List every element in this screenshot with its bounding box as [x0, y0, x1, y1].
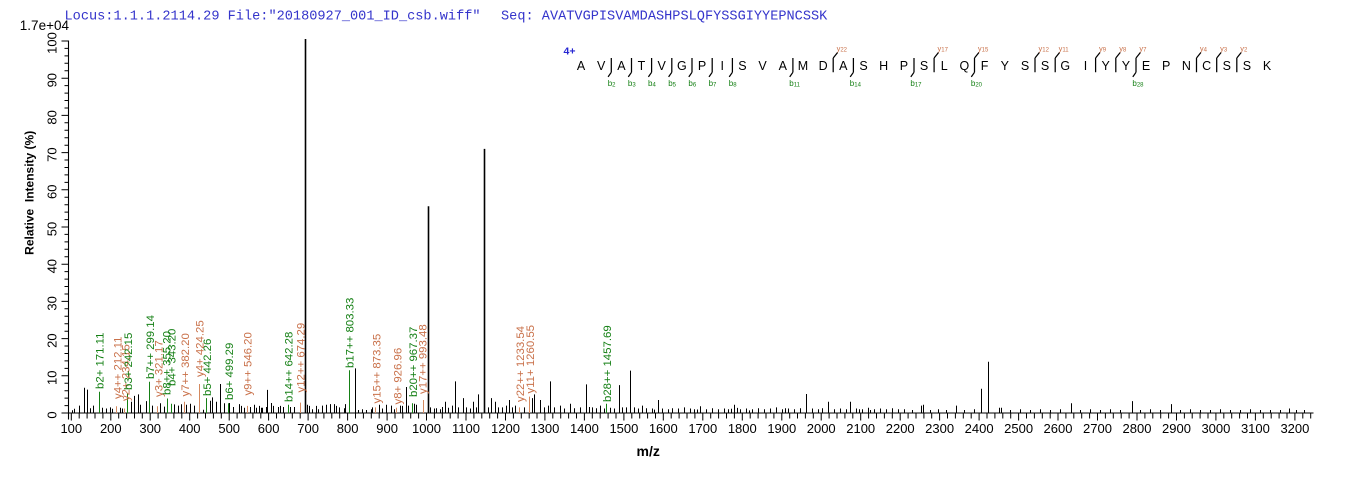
svg-text:2400: 2400 — [965, 421, 994, 436]
svg-text:70: 70 — [45, 147, 60, 161]
svg-text:y8: y8 — [1119, 44, 1127, 54]
svg-text:Locus:1.1.1.2114.29 File:"2018: Locus:1.1.1.2114.29 File:"20180927_001_I… — [65, 10, 481, 25]
svg-text:60: 60 — [45, 185, 60, 199]
svg-text:m/z: m/z — [637, 443, 660, 459]
svg-text:y2: y2 — [1240, 44, 1248, 54]
svg-text:2000: 2000 — [807, 421, 836, 436]
svg-text:90: 90 — [45, 73, 60, 87]
svg-text:2700: 2700 — [1083, 421, 1112, 436]
svg-text:y7++ 382.20: y7++ 382.20 — [180, 333, 192, 396]
svg-text:b8: b8 — [729, 79, 737, 89]
svg-text:300: 300 — [139, 421, 161, 436]
svg-text:y4: y4 — [1200, 44, 1208, 54]
svg-text:100: 100 — [45, 32, 60, 54]
svg-text:b7: b7 — [709, 79, 717, 89]
svg-text:b28: b28 — [1132, 79, 1144, 89]
svg-text:y4++ 212.11: y4++ 212.11 — [112, 337, 124, 400]
svg-text:b6: b6 — [688, 79, 696, 89]
svg-text:b20: b20 — [971, 79, 983, 89]
svg-text:4+: 4+ — [564, 46, 576, 58]
svg-text:y15: y15 — [978, 44, 989, 54]
svg-text:b14++ 642.28: b14++ 642.28 — [284, 332, 296, 402]
svg-text:AVATVGPISVAMDASHPSLQFYSSGIYYEP: AVATVGPISVAMDASHPSLQFYSSGIYYEPNCSSK — [577, 59, 1272, 73]
svg-text:y9: y9 — [1099, 44, 1107, 54]
svg-text:y8+ 926.96: y8+ 926.96 — [392, 348, 404, 405]
svg-text:2800: 2800 — [1123, 421, 1152, 436]
svg-text:b28++ 1457.69: b28++ 1457.69 — [602, 325, 614, 402]
svg-text:b3+ 242.15: b3+ 242.15 — [123, 333, 135, 390]
svg-text:80: 80 — [45, 110, 60, 124]
svg-text:2100: 2100 — [846, 421, 875, 436]
svg-text:40: 40 — [45, 259, 60, 273]
svg-text:3200: 3200 — [1280, 421, 1309, 436]
svg-text:500: 500 — [218, 421, 240, 436]
svg-text:y15++ 873.35: y15++ 873.35 — [371, 334, 383, 404]
svg-text:y17++ 993.48: y17++ 993.48 — [418, 324, 430, 394]
svg-text:y3: y3 — [1220, 44, 1228, 54]
svg-text:b4+ 343.20: b4+ 343.20 — [167, 329, 179, 386]
svg-text:3000: 3000 — [1201, 421, 1230, 436]
svg-text:2300: 2300 — [925, 421, 954, 436]
svg-text:1.7e+04: 1.7e+04 — [20, 18, 70, 33]
svg-text:b2+ 171.11: b2+ 171.11 — [95, 333, 107, 389]
svg-text:b3: b3 — [628, 79, 636, 89]
svg-text:b14: b14 — [850, 79, 862, 89]
svg-text:Seq: AVATVGPISVAMDASHPSLQFYSSG: Seq: AVATVGPISVAMDASHPSLQFYSSGIYYEPNCSSK — [501, 10, 828, 25]
svg-text:2900: 2900 — [1162, 421, 1191, 436]
svg-text:b4: b4 — [648, 79, 656, 89]
svg-text:1700: 1700 — [688, 421, 717, 436]
svg-text:2200: 2200 — [886, 421, 915, 436]
svg-text:1600: 1600 — [649, 421, 678, 436]
svg-text:b8++ 355.20: b8++ 355.20 — [162, 331, 174, 395]
svg-text:2500: 2500 — [1004, 421, 1033, 436]
svg-text:y2+ 234.15: y2+ 234.15 — [120, 344, 132, 401]
svg-text:b17: b17 — [910, 79, 922, 89]
svg-text:1400: 1400 — [570, 421, 599, 436]
svg-text:1200: 1200 — [491, 421, 520, 436]
svg-text:800: 800 — [337, 421, 359, 436]
svg-text:1300: 1300 — [530, 421, 559, 436]
svg-text:y9++ 546.20: y9++ 546.20 — [243, 332, 255, 395]
svg-text:0: 0 — [45, 411, 60, 418]
svg-text:20: 20 — [45, 333, 60, 347]
svg-text:1500: 1500 — [609, 421, 638, 436]
svg-text:b2: b2 — [608, 79, 616, 89]
svg-text:700: 700 — [297, 421, 319, 436]
svg-text:b17++ 803.33: b17++ 803.33 — [345, 298, 357, 368]
svg-text:b7++ 299.14: b7++ 299.14 — [145, 315, 157, 379]
svg-text:1100: 1100 — [452, 421, 480, 436]
svg-text:y3+ 321.17: y3+ 321.17 — [153, 340, 165, 397]
svg-text:y4+ 424.25: y4+ 424.25 — [195, 320, 207, 377]
svg-text:y22++ 1233.54: y22++ 1233.54 — [515, 326, 527, 402]
svg-text:b11: b11 — [789, 79, 800, 89]
svg-text:10: 10 — [45, 371, 60, 385]
svg-text:b5: b5 — [668, 79, 676, 89]
svg-text:Relative Intensity (%): Relative Intensity (%) — [23, 131, 37, 255]
svg-text:y17: y17 — [938, 44, 949, 54]
svg-text:50: 50 — [45, 222, 60, 236]
svg-text:1000: 1000 — [412, 421, 441, 436]
svg-text:b20++ 967.37: b20++ 967.37 — [408, 327, 420, 397]
svg-text:b6+ 499.29: b6+ 499.29 — [224, 343, 236, 400]
svg-text:y11: y11 — [1059, 44, 1070, 54]
svg-text:b5+ 442.26: b5+ 442.26 — [202, 339, 214, 396]
svg-text:200: 200 — [100, 421, 122, 436]
svg-text:3100: 3100 — [1241, 421, 1270, 436]
svg-text:y22: y22 — [837, 44, 848, 54]
svg-text:30: 30 — [45, 296, 60, 310]
svg-text:y7: y7 — [1139, 44, 1147, 54]
svg-text:2600: 2600 — [1044, 421, 1073, 436]
svg-text:y11+ 1260.55: y11+ 1260.55 — [525, 325, 537, 394]
svg-text:1900: 1900 — [767, 421, 796, 436]
svg-text:900: 900 — [376, 421, 398, 436]
svg-text:100: 100 — [60, 421, 82, 436]
svg-text:y12: y12 — [1039, 44, 1050, 54]
svg-text:y12++ 674.29: y12++ 674.29 — [296, 323, 308, 393]
svg-text:400: 400 — [179, 421, 201, 436]
svg-text:1800: 1800 — [728, 421, 757, 436]
svg-text:600: 600 — [258, 421, 280, 436]
